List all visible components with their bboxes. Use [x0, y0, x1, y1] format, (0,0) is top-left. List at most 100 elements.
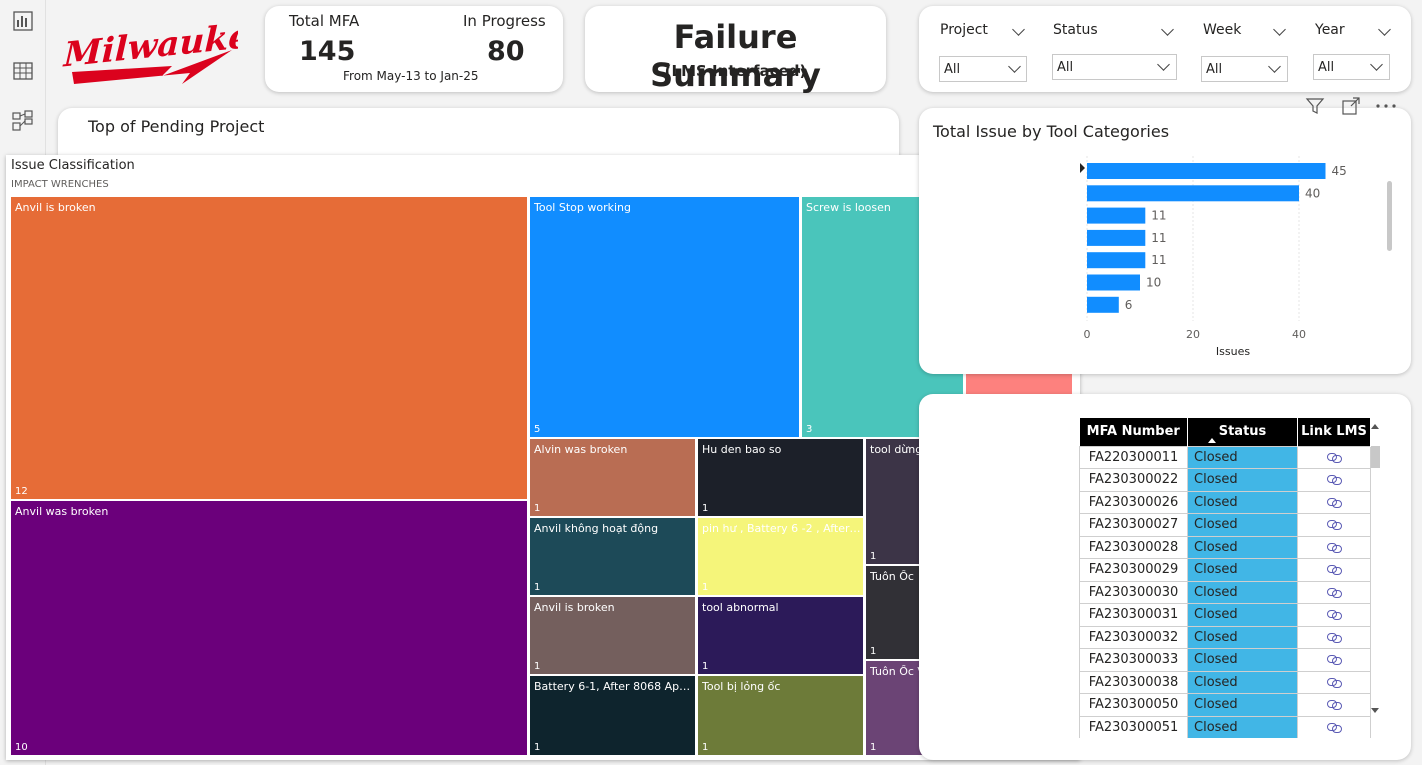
link-lms-cell[interactable] — [1297, 603, 1371, 627]
status-cell: Closed — [1187, 715, 1298, 738]
status-cell: Closed — [1187, 603, 1298, 627]
link-lms-cell[interactable] — [1297, 648, 1371, 672]
treemap-tile-label: Anvil không hoạt động — [534, 522, 659, 535]
table-row[interactable]: FA230300029 Closed — [1079, 558, 1371, 582]
table-row[interactable]: FA230300032 Closed — [1079, 625, 1371, 649]
link-lms-cell[interactable] — [1297, 513, 1371, 537]
scroll-up-icon[interactable] — [1371, 424, 1379, 429]
bar[interactable] — [1087, 252, 1146, 269]
mfa-number-cell: FA230300051 — [1079, 715, 1188, 738]
focus-mode-icon[interactable] — [1342, 97, 1360, 115]
treemap-tile-label: Battery 6-1, After 8068 Apps , ... — [534, 680, 693, 693]
link-icon[interactable] — [1327, 520, 1342, 531]
filter-icon[interactable] — [1305, 96, 1325, 116]
bar[interactable] — [1087, 207, 1146, 224]
mfa-number-cell: FA230300028 — [1079, 535, 1188, 559]
link-icon[interactable] — [1327, 497, 1342, 508]
link-lms-cell[interactable] — [1297, 715, 1371, 738]
link-lms-cell[interactable] — [1297, 490, 1371, 514]
expand-arrow-icon[interactable] — [1080, 163, 1085, 173]
year-slicer-dropdown[interactable]: All — [1313, 54, 1390, 80]
status-cell: Closed — [1187, 625, 1298, 649]
report-view-icon[interactable] — [10, 8, 36, 34]
treemap-tile[interactable]: pin hư , Battery 6 -2 , After 10... 1 — [697, 517, 864, 596]
link-lms-cell[interactable] — [1297, 558, 1371, 582]
treemap-tile[interactable]: Anvil is broken 12 — [10, 196, 528, 500]
bar-data-label: 40 — [1305, 186, 1320, 200]
treemap-tile[interactable]: Alvin was broken 1 — [529, 438, 696, 517]
treemap-tile-label: Anvil is broken — [15, 201, 96, 214]
table-row[interactable]: FA230300033 Closed — [1079, 648, 1371, 672]
link-lms-header[interactable]: Link LMS — [1297, 418, 1371, 446]
treemap-tile[interactable]: Battery 6-1, After 8068 Apps , ... 1 — [529, 675, 696, 756]
link-icon[interactable] — [1327, 655, 1342, 666]
treemap-tile[interactable]: Tool bị lỏng ốc 1 — [697, 675, 864, 756]
link-lms-cell[interactable] — [1297, 625, 1371, 649]
chevron-down-icon[interactable] — [1012, 23, 1025, 36]
data-view-icon[interactable] — [10, 58, 36, 84]
table-row[interactable]: FA230300026 Closed — [1079, 490, 1371, 514]
tool-categories-card: Total Issue by Tool Categories 45 40 11 11 1… — [919, 108, 1411, 374]
treemap-tile[interactable]: Hu den bao so 1 — [697, 438, 864, 517]
status-slicer-label: Status — [1053, 22, 1098, 38]
treemap-tile[interactable]: Anvil is broken 1 — [529, 596, 696, 675]
link-icon[interactable] — [1327, 565, 1342, 576]
status-slicer-dropdown[interactable]: All — [1052, 54, 1177, 80]
chevron-down-icon[interactable] — [1378, 23, 1391, 36]
in-progress-label: In Progress — [463, 12, 546, 30]
more-options-icon[interactable] — [1375, 103, 1397, 109]
project-slicer-dropdown[interactable]: All — [939, 56, 1027, 82]
treemap-tile[interactable]: Tool Stop working 5 — [529, 196, 800, 438]
bar[interactable] — [1087, 185, 1299, 202]
table-row[interactable]: FA230300027 Closed — [1079, 513, 1371, 537]
link-lms-cell[interactable] — [1297, 580, 1371, 604]
bar[interactable] — [1087, 163, 1326, 179]
link-icon[interactable] — [1327, 700, 1342, 711]
link-icon[interactable] — [1327, 677, 1342, 688]
link-lms-cell[interactable] — [1297, 693, 1371, 717]
link-lms-cell[interactable] — [1297, 670, 1371, 694]
treemap-tile-count: 1 — [534, 661, 541, 672]
status-header[interactable]: Status — [1187, 418, 1298, 446]
treemap-tile[interactable]: Anvil was broken 10 — [10, 500, 528, 756]
project-slicer-label: Project — [940, 22, 988, 38]
week-slicer-value: All — [1206, 62, 1223, 77]
link-icon[interactable] — [1327, 632, 1342, 643]
link-icon[interactable] — [1327, 475, 1342, 486]
bar[interactable] — [1087, 274, 1140, 291]
table-scrollbar[interactable] — [1371, 424, 1381, 720]
table-row[interactable]: FA220300011 Closed — [1079, 445, 1371, 469]
link-icon[interactable] — [1327, 452, 1342, 463]
treemap-tile[interactable]: Anvil không hoạt động 1 — [529, 517, 696, 596]
treemap-tile[interactable]: tool abnormal 1 — [697, 596, 864, 675]
link-lms-cell[interactable] — [1297, 468, 1371, 492]
table-row[interactable]: FA230300038 Closed — [1079, 670, 1371, 694]
table-row[interactable]: FA230300022 Closed — [1079, 468, 1371, 492]
table-row[interactable]: FA230300031 Closed — [1079, 603, 1371, 627]
scroll-down-icon[interactable] — [1371, 708, 1379, 713]
table-row[interactable]: FA230300050 Closed — [1079, 693, 1371, 717]
link-icon[interactable] — [1327, 542, 1342, 553]
mfa-number-header[interactable]: MFA Number — [1079, 418, 1188, 446]
link-lms-cell[interactable] — [1297, 535, 1371, 559]
table-row[interactable]: FA230300028 Closed — [1079, 535, 1371, 559]
status-cell: Closed — [1187, 513, 1298, 537]
link-icon[interactable] — [1327, 722, 1342, 733]
status-cell: Closed — [1187, 490, 1298, 514]
bar[interactable] — [1087, 296, 1119, 313]
link-icon[interactable] — [1327, 587, 1342, 598]
scroll-thumb[interactable] — [1371, 446, 1380, 468]
treemap-tile-count: 5 — [534, 424, 541, 435]
link-lms-cell[interactable] — [1297, 445, 1371, 469]
chart-scrollbar[interactable] — [1387, 181, 1392, 251]
treemap-tile-count: 1 — [534, 582, 541, 593]
bar[interactable] — [1087, 229, 1146, 246]
chevron-down-icon[interactable] — [1161, 23, 1174, 36]
table-row[interactable]: FA230300030 Closed — [1079, 580, 1371, 604]
chevron-down-icon[interactable] — [1273, 23, 1286, 36]
link-icon[interactable] — [1327, 610, 1342, 621]
model-view-icon[interactable] — [10, 108, 36, 134]
table-row[interactable]: FA230300051 Closed — [1079, 715, 1371, 738]
week-slicer-dropdown[interactable]: All — [1201, 56, 1288, 82]
bar-data-label: 6 — [1125, 298, 1133, 312]
